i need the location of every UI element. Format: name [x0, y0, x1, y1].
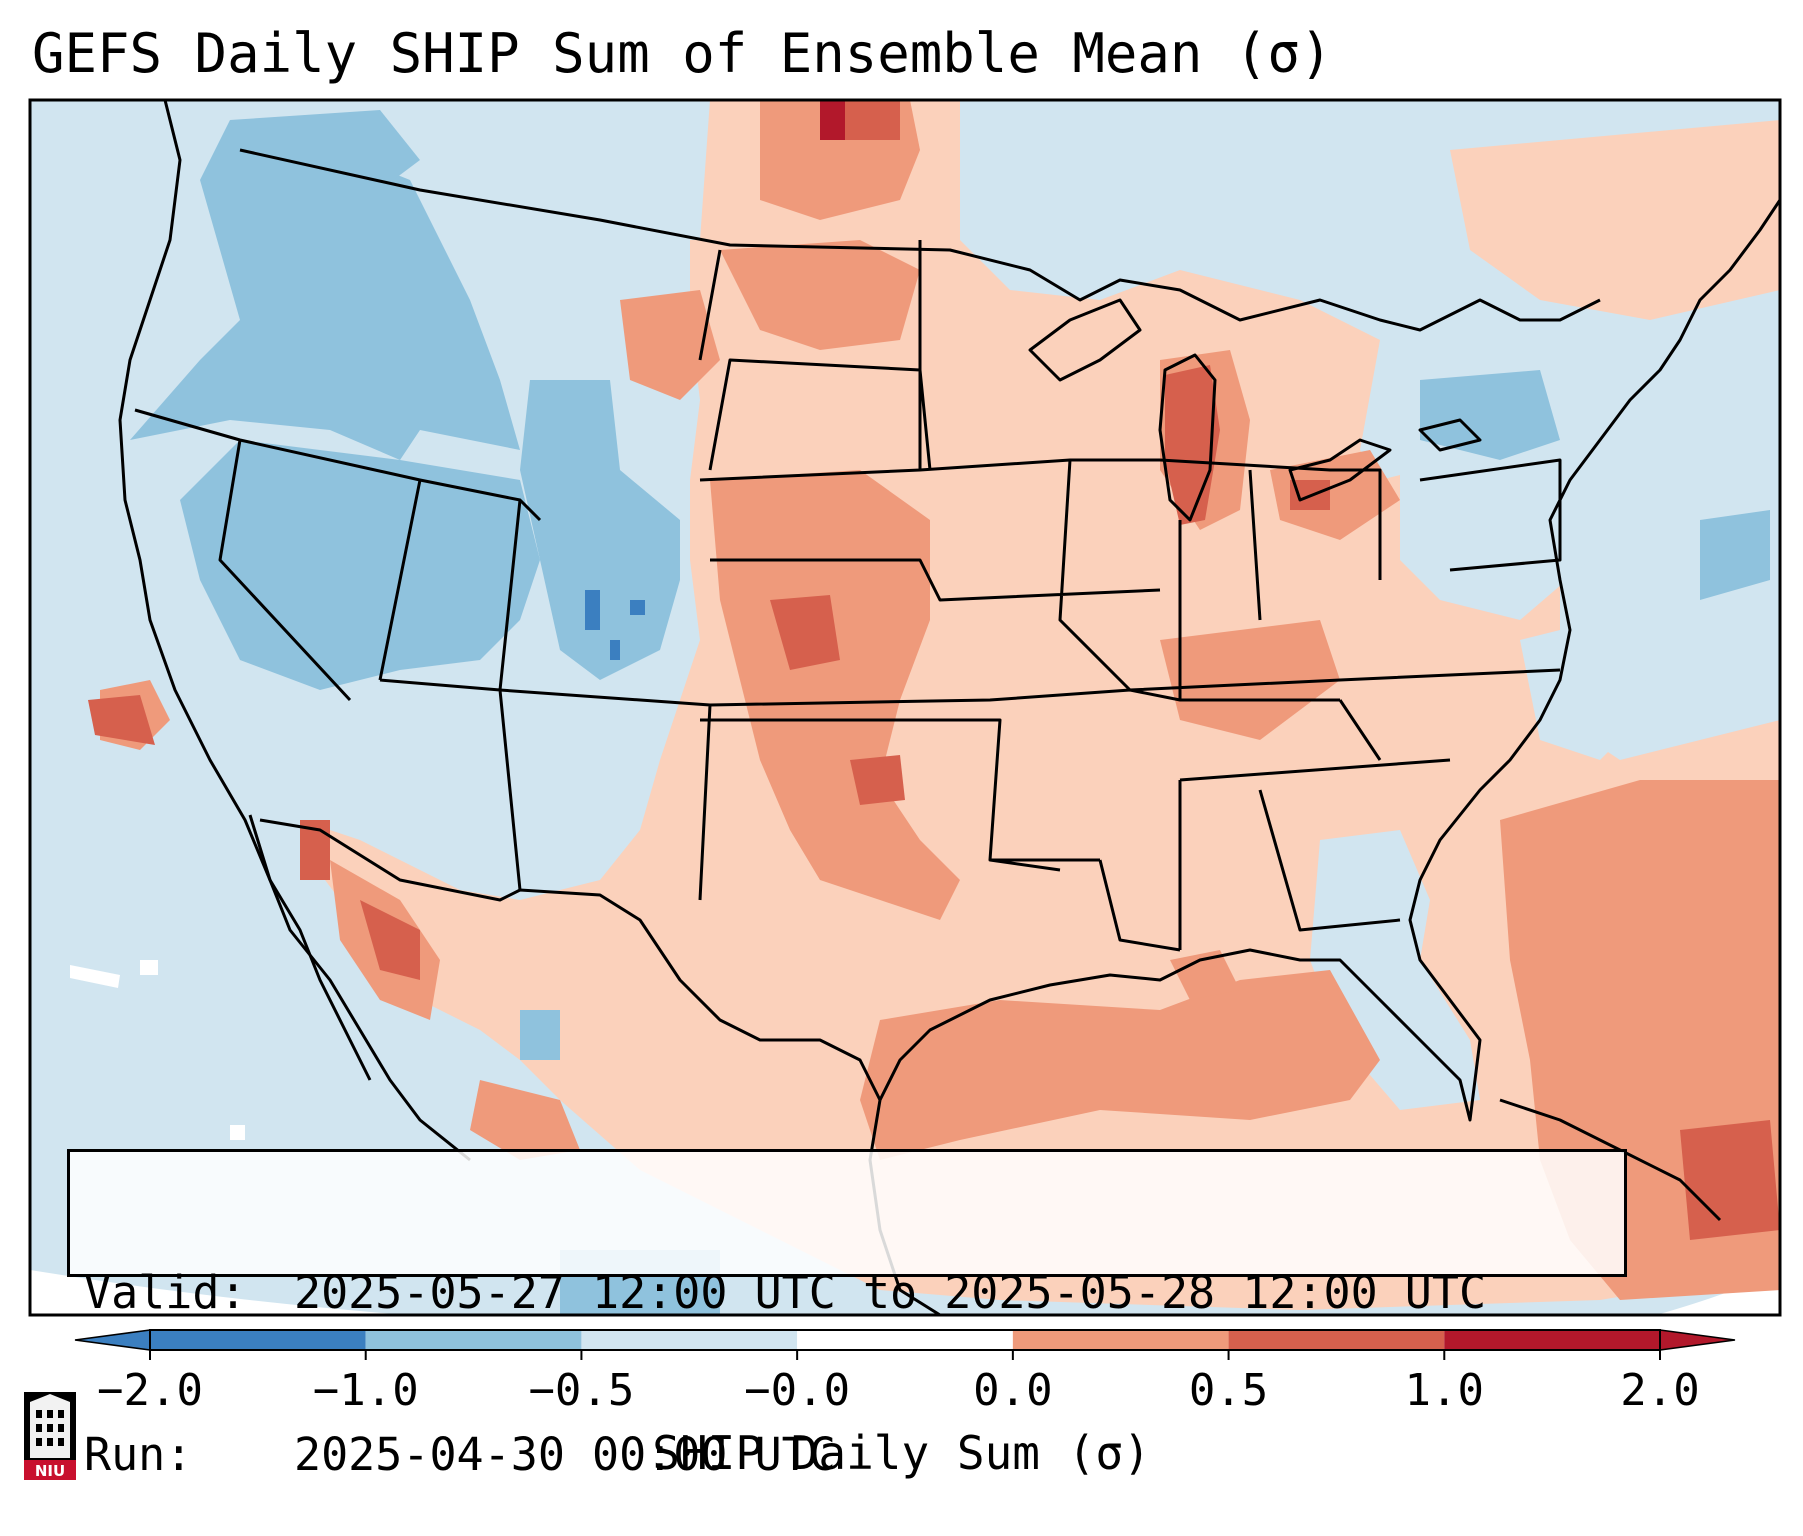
valid-label: Valid:	[84, 1266, 247, 1319]
colorbar-tick-label: −1.0	[312, 1365, 419, 1416]
run-label: Run:	[84, 1428, 193, 1481]
map-frame	[28, 98, 1782, 1317]
colorbar	[74, 1329, 1736, 1360]
colorbar-tick-label: 2.0	[1620, 1365, 1700, 1416]
colorbar-tick-label: 0.0	[973, 1365, 1053, 1416]
page-title: GEFS Daily SHIP Sum of Ensemble Mean (σ)	[32, 22, 1333, 85]
baja-peninsula	[248, 814, 372, 1081]
positive-anomaly-plains	[710, 470, 960, 920]
run-value: 2025-04-30 00:00 UTC	[294, 1428, 836, 1481]
state-lines	[134, 240, 1562, 952]
negative-anomaly-west	[130, 120, 520, 460]
us-canada-border	[239, 148, 1601, 332]
colorbar-label: SHIP Daily Sum (σ)	[652, 1426, 1151, 1480]
colorbar-extend-high	[1659, 1329, 1736, 1351]
colorbar-segment	[1228, 1330, 1445, 1350]
colorbar-segment	[797, 1330, 1013, 1350]
off-domain-area	[30, 1270, 408, 1315]
colorbar-tick-label: −0.5	[528, 1365, 635, 1416]
strong-positive-lake-michigan	[1165, 365, 1220, 525]
colorbar-segment	[1012, 1330, 1229, 1350]
niu-tower-logo: NIU	[24, 1392, 76, 1480]
logo-text: NIU	[35, 1462, 65, 1480]
colorbar-tick-label: −2.0	[97, 1365, 203, 1416]
west-coastline	[118, 100, 471, 1162]
great-lakes	[1028, 298, 1482, 522]
colorbar-segment	[150, 1330, 366, 1350]
colorbar-tick-label: −0.0	[744, 1365, 851, 1416]
gulf-coast	[878, 199, 1780, 1122]
colorbar-extend-low	[74, 1329, 151, 1351]
colorbar-tick-label: 1.0	[1404, 1365, 1485, 1416]
us-mexico-border	[259, 818, 882, 1101]
colorbar-frame	[149, 1329, 1661, 1351]
valid-run-info-box: Valid: 2025-05-27 12:00 UTC to 2025-05-28…	[67, 1149, 1627, 1481]
colorbar-segment	[365, 1330, 582, 1350]
colorbar-segment	[1444, 1330, 1660, 1350]
sounding-index-map	[28, 98, 1782, 1317]
colorbar-tick-label: 0.5	[1188, 1365, 1269, 1416]
valid-value: 2025-05-27 12:00 UTC to 2025-05-28 12:00…	[294, 1266, 1487, 1319]
colorbar-segment	[581, 1330, 798, 1350]
